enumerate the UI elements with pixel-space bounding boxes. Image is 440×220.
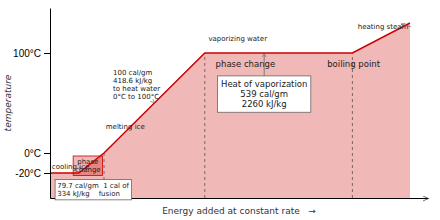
annotation-line: melting ice xyxy=(106,123,145,131)
annotation-line: 539 cal/gm xyxy=(240,89,288,99)
annotation-line: Heat of vaporization xyxy=(221,79,307,89)
y-tick: 100°C xyxy=(13,48,50,59)
y-axis-title: temperature xyxy=(3,74,13,131)
annotation-line: vaporizing water xyxy=(208,35,267,43)
annotation-box xyxy=(55,180,131,200)
annotation: phase change xyxy=(216,59,276,69)
annotation: boiling point xyxy=(327,59,381,69)
plot: -20°C 0°C 100°C 100 cal/gm418.6 kJ/kgto hea… xyxy=(13,9,428,200)
annotation-line: phase xyxy=(77,158,98,166)
annotation-text: melting ice xyxy=(106,123,145,131)
annotation-line: 100 cal/gm xyxy=(113,69,152,77)
phase-boundaries xyxy=(104,53,352,198)
x-axis-title: Energy added at constant rate → xyxy=(162,206,316,216)
chart: -20°C 0°C 100°C 100 cal/gm418.6 kJ/kgto hea… xyxy=(0,0,440,220)
annotation-text: vaporizing water xyxy=(208,35,267,43)
annotation-line: to heat water xyxy=(113,85,160,93)
annotation-box xyxy=(218,76,311,112)
annotation: melting ice xyxy=(106,123,145,131)
phase-boundary xyxy=(352,53,353,198)
annotation-line: 334 kJ/kg fusion xyxy=(57,190,120,198)
data-layer xyxy=(50,23,410,198)
annotation-line: 79.7 cal/gm 1 cal of xyxy=(57,182,129,190)
y-tick-label: 0°C xyxy=(24,148,41,159)
annotation-line: heating steam xyxy=(358,23,409,31)
annotation-arrow xyxy=(264,53,265,76)
annotation: vaporizing water xyxy=(208,35,267,43)
phase-boundary xyxy=(204,53,205,198)
y-tick-label: -20°C xyxy=(15,168,41,179)
annotation-text: boiling point xyxy=(327,59,381,69)
annotation-text: 79.7 cal/gm 1 cal of334 kJ/kg fusion xyxy=(57,182,129,198)
annotation-arrow xyxy=(154,102,155,103)
annotation-line: 0°C to 100°C xyxy=(113,93,159,101)
annotation: Heat of vaporization539 cal/gm2260 kJ/kg xyxy=(218,53,311,112)
annotation: 100 cal/gm418.6 kJ/kgto heat water0°C to… xyxy=(113,69,160,103)
annotation-line: 418.6 kJ/kg xyxy=(113,77,152,85)
annotation-arrow xyxy=(401,24,411,27)
annotation: phasechange xyxy=(73,156,102,176)
annotation-text: phase change xyxy=(216,59,276,69)
annotation: 79.7 cal/gm 1 cal of334 kJ/kg fusion xyxy=(55,180,131,200)
annotation-box xyxy=(73,156,102,176)
annotation-line: change xyxy=(75,166,101,174)
annotations: 100 cal/gm418.6 kJ/kgto heat water0°C to… xyxy=(52,23,411,200)
annotation-text: 100 cal/gm418.6 kJ/kgto heat water0°C to… xyxy=(113,69,160,101)
annotation-line: boiling point xyxy=(327,59,381,69)
annotation-line: 2260 kJ/kg xyxy=(242,99,287,109)
area xyxy=(50,23,410,198)
y-tick-label: 100°C xyxy=(13,48,41,59)
y-axis: -20°C 0°C 100°C xyxy=(13,9,50,199)
y-tick: 0°C xyxy=(24,148,50,159)
annotation-text: phasechange xyxy=(75,158,101,174)
y-tick-mark xyxy=(44,153,50,154)
annotation-text: Heat of vaporization539 cal/gm2260 kJ/kg xyxy=(221,79,307,109)
annotation-text: heating steam xyxy=(358,23,409,31)
annotation-line: phase change xyxy=(216,59,276,69)
annotation: heating steam xyxy=(358,23,411,31)
line xyxy=(50,23,410,173)
y-tick-mark xyxy=(44,173,50,174)
y-tick: -20°C xyxy=(15,168,50,179)
y-tick-mark xyxy=(44,53,50,54)
